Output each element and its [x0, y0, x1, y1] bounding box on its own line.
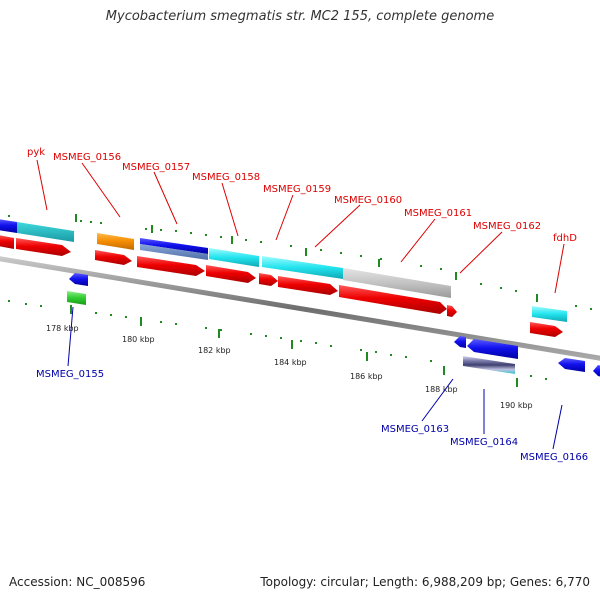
gene-arrow-reverse[interactable]	[593, 365, 600, 377]
gene-arrow-forward[interactable]	[278, 276, 338, 295]
bottom-label-leaders	[67, 306, 563, 450]
scale-label: 178 kbp	[46, 324, 79, 333]
scale-label: 180 kbp	[122, 335, 155, 344]
scale-label: 190 kbp	[500, 401, 533, 410]
gene-label[interactable]: MSMEG_0161	[404, 208, 472, 219]
map-title: Mycobacterium smegmatis str. MC2 155, co…	[105, 9, 495, 24]
gene-label[interactable]: MSMEG_0159	[263, 184, 331, 195]
annotation-bar[interactable]	[209, 248, 259, 267]
gene-label[interactable]: MSMEG_0157	[122, 162, 190, 173]
gene-arrow-reverse[interactable]	[558, 358, 585, 372]
gene-arrow-forward[interactable]	[206, 265, 256, 283]
annotation-bar[interactable]	[343, 268, 451, 298]
gene-label[interactable]: MSMEG_0155	[36, 369, 104, 380]
lower-dotted-guide	[8, 300, 547, 380]
forward-genes[interactable]	[0, 235, 563, 337]
gene-label[interactable]: MSMEG_0166	[520, 452, 588, 463]
gene-label[interactable]: MSMEG_0163	[381, 424, 449, 435]
gene-label[interactable]: MSMEG_0164	[450, 437, 518, 448]
genome-backbone	[0, 256, 600, 361]
bottom-gene-labels: MSMEG_0155 MSMEG_0163 MSMEG_0164 MSMEG_0…	[36, 369, 588, 463]
annotation-bar[interactable]	[262, 256, 343, 279]
annotation-bar[interactable]	[17, 222, 74, 242]
annotation-bar[interactable]	[140, 238, 208, 254]
annotation-track[interactable]	[0, 219, 567, 322]
gene-arrow-reverse[interactable]	[69, 273, 88, 286]
gene-arrow-forward[interactable]	[447, 305, 457, 317]
gene-block[interactable]	[67, 291, 86, 305]
scale-label: 184 kbp	[274, 358, 307, 367]
reverse-genes[interactable]	[67, 273, 600, 377]
annotation-bar[interactable]	[97, 233, 134, 250]
gene-label[interactable]: MSMEG_0156	[53, 152, 121, 163]
gene-block[interactable]	[463, 356, 515, 374]
gene-label[interactable]: MSMEG_0158	[192, 172, 260, 183]
upper-dotted-guide	[8, 215, 592, 310]
gene-arrow-forward[interactable]	[137, 256, 205, 276]
gene-arrow-forward[interactable]	[95, 250, 132, 265]
gene-arrow-forward[interactable]	[259, 273, 278, 286]
annotation-bar[interactable]	[532, 306, 567, 322]
annotation-bar[interactable]	[140, 244, 208, 260]
annotation-bar[interactable]	[0, 219, 17, 233]
scale-label: 186 kbp	[350, 372, 383, 381]
topology-summary: Topology: circular; Length: 6,988,209 bp…	[260, 575, 590, 589]
gene-arrow-forward[interactable]	[530, 322, 563, 337]
scale-labels: 178 kbp 180 kbp 182 kbp 184 kbp 186 kbp …	[46, 324, 533, 410]
gene-arrow-reverse[interactable]	[454, 336, 466, 348]
gene-label[interactable]: MSMEG_0160	[334, 195, 402, 206]
gene-arrow-reverse[interactable]	[467, 339, 518, 359]
accession-label: Accession: NC_008596	[9, 575, 146, 589]
scale-ticks	[70, 305, 518, 387]
gene-label-fdhd[interactable]: fdhD	[553, 233, 577, 244]
scale-label: 182 kbp	[198, 346, 231, 355]
gene-label[interactable]: MSMEG_0162	[473, 221, 541, 232]
track-guides	[8, 215, 592, 380]
gene-label-pyk[interactable]: pyk	[27, 147, 45, 158]
gene-arrow-forward[interactable]	[339, 285, 447, 314]
top-gene-labels: pyk MSMEG_0156 MSMEG_0157 MSMEG_0158 MSM…	[27, 147, 577, 244]
upper-minor-ticks	[75, 214, 538, 302]
top-label-leaders	[36, 159, 565, 294]
gene-arrow-forward[interactable]	[0, 235, 14, 249]
scale-label: 188 kbp	[425, 385, 458, 394]
gene-arrow-forward[interactable]	[16, 238, 71, 256]
